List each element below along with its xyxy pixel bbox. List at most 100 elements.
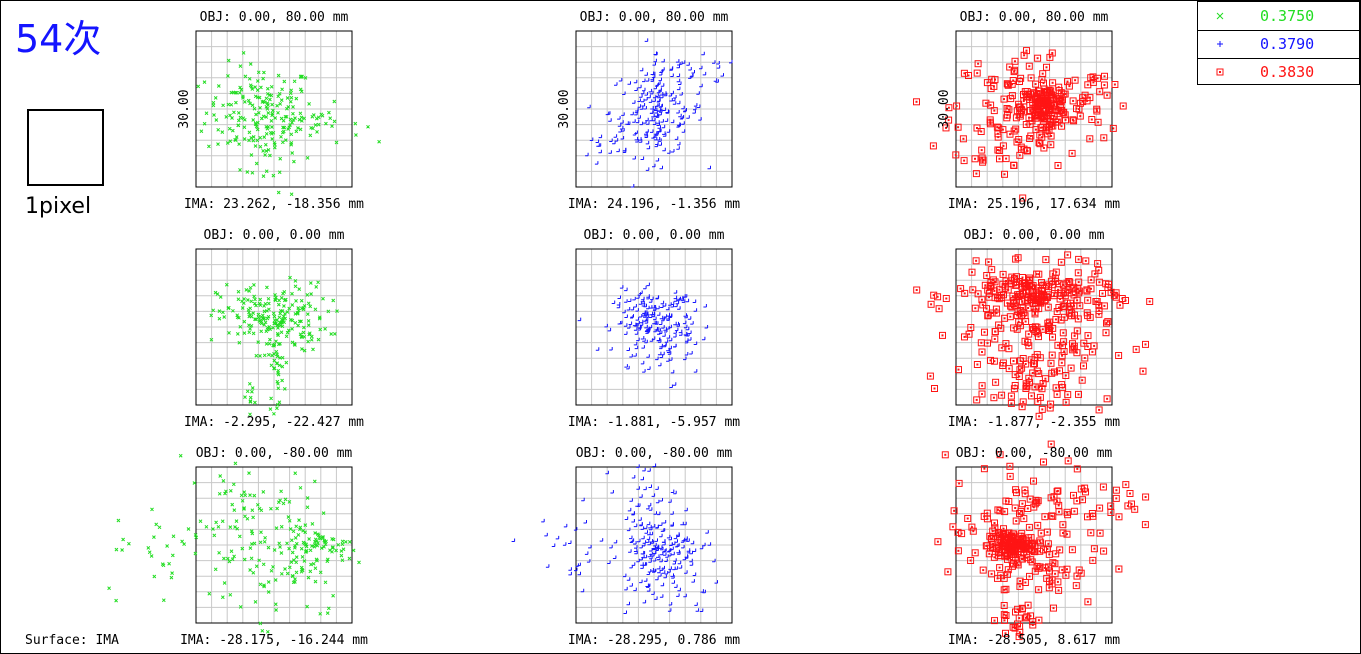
ray-point bbox=[677, 560, 682, 565]
ray-point bbox=[1112, 486, 1120, 494]
ray-point bbox=[211, 527, 215, 531]
ray-point bbox=[287, 546, 291, 551]
ray-point bbox=[1010, 324, 1018, 332]
ray-point bbox=[194, 535, 199, 540]
ray-point bbox=[269, 506, 273, 511]
ray-point bbox=[241, 51, 246, 55]
ray-point bbox=[228, 592, 233, 597]
ray-point bbox=[293, 284, 298, 289]
ray-point bbox=[1075, 287, 1083, 295]
ray-point bbox=[263, 302, 268, 306]
ray-point bbox=[281, 118, 286, 123]
ray-point bbox=[1036, 131, 1044, 139]
ray-point bbox=[609, 544, 613, 549]
ray-point bbox=[1091, 270, 1099, 278]
ray-point bbox=[321, 534, 325, 539]
ray-point bbox=[1031, 310, 1039, 318]
ray-point bbox=[971, 549, 979, 557]
ray-point bbox=[973, 396, 981, 404]
ray-point bbox=[657, 108, 662, 112]
ray-point bbox=[290, 318, 295, 323]
ray-point bbox=[640, 336, 645, 340]
ray-point bbox=[942, 124, 950, 132]
ray-point bbox=[978, 390, 986, 398]
ray-point bbox=[1058, 381, 1066, 389]
ray-point bbox=[265, 107, 270, 111]
ray-point bbox=[230, 502, 235, 507]
ray-point bbox=[1012, 125, 1020, 133]
ray-point bbox=[266, 580, 271, 584]
ray-point bbox=[1037, 293, 1045, 301]
ray-point bbox=[979, 158, 987, 166]
ray-point bbox=[255, 127, 260, 132]
ray-point bbox=[545, 564, 550, 568]
ray-point bbox=[1058, 122, 1065, 130]
ray-point bbox=[258, 582, 263, 587]
ray-point bbox=[684, 314, 688, 319]
ray-point bbox=[1094, 260, 1102, 268]
ray-point bbox=[1084, 598, 1092, 606]
ray-point bbox=[683, 356, 687, 361]
ray-point bbox=[256, 110, 261, 115]
ray-point bbox=[653, 51, 657, 55]
ray-point bbox=[214, 118, 219, 122]
ray-point bbox=[1075, 278, 1083, 286]
ray-point bbox=[254, 124, 259, 129]
ray-point bbox=[1055, 586, 1063, 594]
ray-point bbox=[626, 527, 631, 532]
ray-point bbox=[627, 81, 631, 85]
ray-point bbox=[216, 142, 220, 146]
ray-point bbox=[981, 281, 989, 289]
ray-point bbox=[637, 98, 641, 102]
ray-point bbox=[248, 399, 253, 403]
ray-point bbox=[286, 127, 290, 131]
ray-point bbox=[633, 587, 637, 592]
ray-point bbox=[267, 325, 272, 329]
ray-point bbox=[1073, 497, 1081, 505]
ray-point bbox=[633, 548, 638, 552]
ray-point bbox=[1034, 521, 1042, 529]
ray-point bbox=[990, 82, 998, 90]
ray-point bbox=[1074, 285, 1082, 293]
ray-point bbox=[311, 113, 316, 117]
ray-point bbox=[1063, 279, 1071, 287]
ray-point bbox=[1043, 63, 1050, 71]
ray-point bbox=[288, 91, 293, 96]
ray-point bbox=[589, 137, 594, 141]
ray-point bbox=[1004, 566, 1012, 574]
ray-point bbox=[671, 580, 675, 584]
ray-point bbox=[309, 292, 313, 296]
ray-point bbox=[149, 554, 154, 558]
ray-point bbox=[696, 104, 701, 108]
ray-point bbox=[262, 322, 267, 327]
ray-point bbox=[269, 119, 274, 123]
ray-point bbox=[714, 580, 718, 584]
ray-point bbox=[1081, 354, 1089, 362]
ray-point bbox=[1021, 490, 1029, 498]
ray-point bbox=[311, 347, 315, 352]
ray-point bbox=[1046, 577, 1053, 585]
ray-point bbox=[939, 331, 946, 339]
ray-point bbox=[330, 124, 334, 128]
ray-point bbox=[296, 308, 301, 313]
ray-point bbox=[253, 144, 258, 148]
ray-point bbox=[1017, 507, 1025, 515]
ray-point bbox=[960, 69, 968, 77]
ray-point bbox=[272, 314, 277, 319]
ray-point bbox=[316, 541, 320, 545]
ray-point bbox=[669, 66, 674, 70]
ray-point bbox=[305, 312, 310, 316]
ray-point bbox=[284, 360, 289, 365]
ray-point bbox=[629, 564, 633, 569]
ray-point bbox=[264, 124, 269, 129]
ray-point bbox=[634, 545, 638, 549]
ray-point bbox=[632, 156, 636, 160]
ray-point bbox=[1027, 556, 1035, 564]
ray-point bbox=[1022, 380, 1030, 388]
ray-point bbox=[1015, 633, 1023, 641]
ray-point bbox=[114, 598, 118, 603]
ray-point bbox=[618, 78, 623, 82]
ray-point bbox=[610, 490, 614, 494]
